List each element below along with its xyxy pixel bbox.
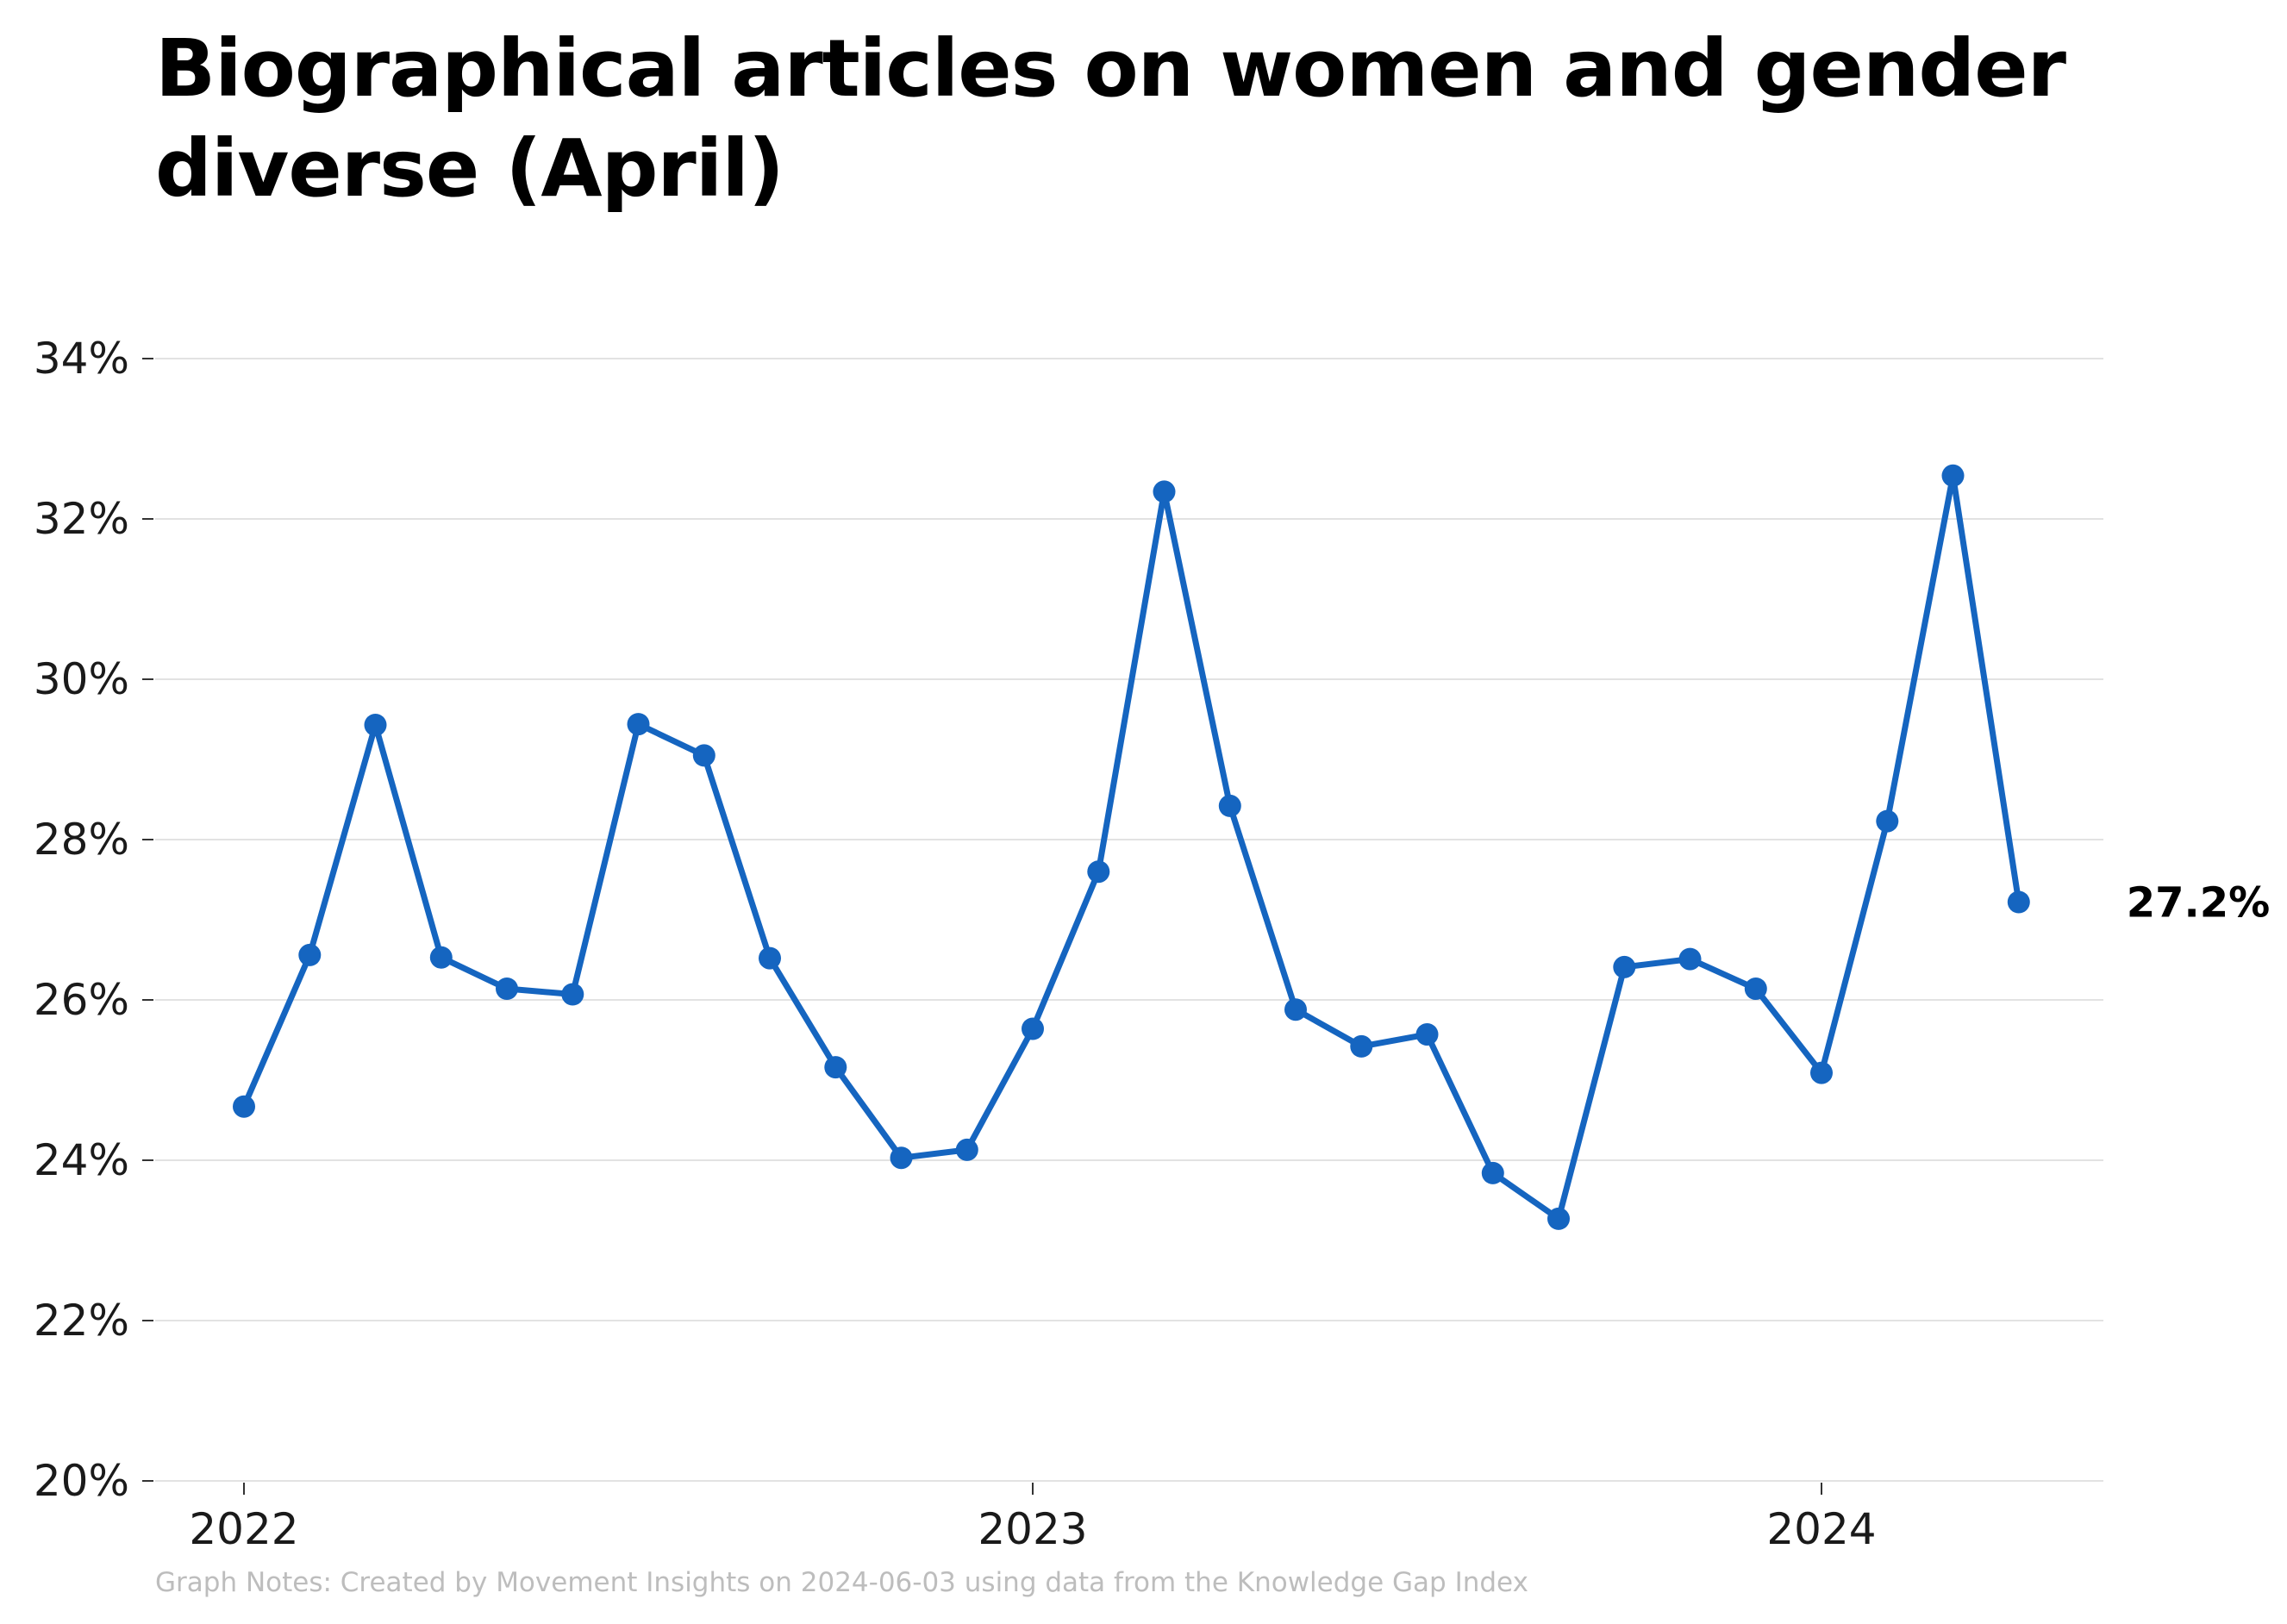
chart-title: Biographical articles on women and gende…	[155, 22, 2066, 215]
series-layer	[233, 464, 2030, 1230]
x-tick-label: 2024	[1766, 1504, 1876, 1554]
y-tick-label: 34%	[34, 334, 129, 384]
y-tick-label: 32%	[34, 494, 129, 544]
data-point	[759, 946, 781, 970]
y-tick-label: 20%	[34, 1456, 129, 1506]
data-point	[1153, 480, 1176, 503]
labels-layer: 20% 22% 24% 26% 28% 30% 32% 34% 2022 2023 2024 27.2…	[34, 334, 2270, 1554]
data-point	[1876, 809, 1899, 833]
data-point	[692, 744, 715, 767]
y-tick-label: 30%	[34, 654, 129, 704]
data-point	[364, 714, 387, 736]
data-point	[233, 1095, 255, 1118]
data-point	[1087, 860, 1110, 884]
data-point	[1022, 1017, 1044, 1040]
data-point	[955, 1138, 978, 1161]
y-tick-label: 28%	[34, 815, 129, 865]
data-point	[1350, 1034, 1373, 1058]
data-point	[1481, 1161, 1504, 1184]
end-value-label: 27.2%	[2127, 879, 2271, 928]
data-point	[1613, 955, 1636, 978]
data-point	[1744, 978, 1767, 1000]
y-tick-label: 26%	[34, 975, 129, 1025]
data-point	[1218, 794, 1241, 817]
data-point	[824, 1056, 847, 1079]
series-line	[241, 472, 2022, 1222]
x-tick-label: 2023	[978, 1504, 1087, 1554]
x-tick-label: 2022	[189, 1504, 298, 1554]
data-point	[1941, 464, 1965, 487]
data-point	[890, 1146, 913, 1170]
y-tick-label: 24%	[34, 1135, 129, 1185]
data-point	[627, 713, 650, 736]
data-point	[1810, 1061, 1833, 1084]
data-point	[496, 978, 518, 1000]
data-point	[429, 946, 453, 969]
data-point	[298, 943, 322, 966]
y-tick-label: 22%	[34, 1296, 129, 1346]
data-point	[1415, 1023, 1439, 1046]
grid-lines	[155, 358, 2103, 1482]
data-point	[2007, 890, 2030, 914]
data-point	[1547, 1207, 1570, 1230]
axes	[142, 358, 1822, 1495]
data-point	[1284, 998, 1307, 1021]
graph-notes: Graph Notes: Created by Movement Insight…	[155, 1567, 1528, 1598]
data-point	[1678, 947, 1702, 971]
data-point	[561, 983, 584, 1006]
